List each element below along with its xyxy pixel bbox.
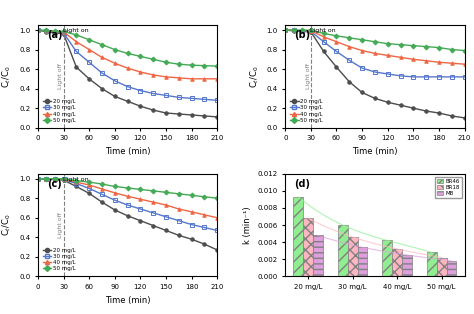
Legend: 20 mg/L, 30 mg/L, 40 mg/L, 50 mg/L: 20 mg/L, 30 mg/L, 40 mg/L, 50 mg/L: [41, 246, 78, 273]
Bar: [392, 249, 402, 276]
Text: Light off: Light off: [58, 212, 64, 238]
Text: Light on: Light on: [63, 28, 88, 33]
Text: Light off: Light off: [306, 63, 311, 89]
X-axis label: Time (min): Time (min): [352, 147, 398, 156]
Y-axis label: k (min⁻¹): k (min⁻¹): [243, 206, 252, 244]
Bar: [338, 225, 348, 276]
Text: (a): (a): [47, 30, 63, 40]
Bar: [357, 247, 367, 276]
Bar: [303, 218, 313, 276]
Y-axis label: C$_t$/C$_0$: C$_t$/C$_0$: [1, 214, 13, 236]
Y-axis label: C$_t$/C$_0$: C$_t$/C$_0$: [248, 65, 261, 88]
Bar: [313, 235, 323, 276]
Bar: [293, 197, 303, 276]
Text: (d): (d): [294, 179, 310, 189]
Bar: [383, 241, 392, 276]
Text: Light off: Light off: [58, 63, 64, 89]
Bar: [427, 252, 437, 276]
X-axis label: Time (min): Time (min): [105, 295, 150, 305]
Text: Light on: Light on: [310, 28, 336, 33]
Legend: 20 mg/L, 30 mg/L, 40 mg/L, 50 mg/L: 20 mg/L, 30 mg/L, 40 mg/L, 50 mg/L: [288, 97, 325, 125]
Bar: [447, 261, 456, 276]
Text: (b): (b): [294, 30, 310, 40]
X-axis label: Time (min): Time (min): [105, 147, 150, 156]
Legend: BR46, BR18, MB: BR46, BR18, MB: [435, 176, 462, 198]
Text: (c): (c): [47, 179, 62, 189]
Bar: [437, 257, 447, 276]
Text: Light on: Light on: [63, 177, 88, 182]
Y-axis label: C$_t$/C$_0$: C$_t$/C$_0$: [1, 65, 13, 88]
Legend: 20 mg/L, 30 mg/L, 40 mg/L, 50 mg/L: 20 mg/L, 30 mg/L, 40 mg/L, 50 mg/L: [41, 97, 78, 125]
Bar: [348, 237, 357, 276]
Bar: [402, 255, 412, 276]
